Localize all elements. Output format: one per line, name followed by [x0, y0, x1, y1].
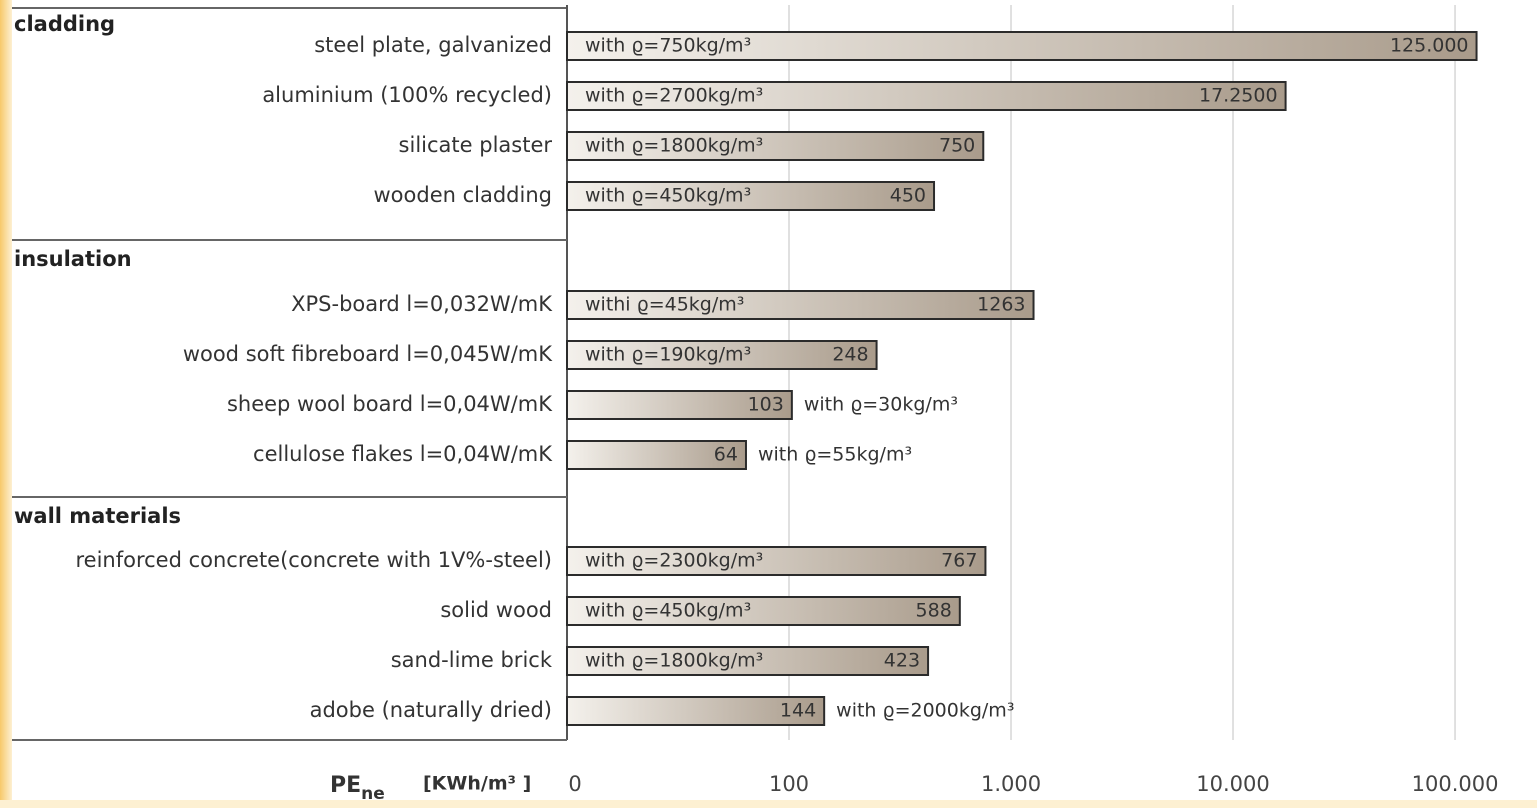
- bottom-strip: [0, 800, 1537, 808]
- value-label: 144: [780, 700, 816, 722]
- bar: [566, 546, 987, 576]
- category-label: sheep wool board l=0,04W/mK: [227, 392, 553, 416]
- bar-annotation: with ϱ=450kg/m³: [585, 185, 751, 207]
- bar: [566, 340, 878, 370]
- bar-annotation: with ϱ=750kg/m³: [585, 35, 751, 57]
- category-label: wooden cladding: [374, 183, 553, 207]
- category-label: solid wood: [440, 598, 552, 622]
- group-label: cladding: [14, 12, 115, 36]
- bar-annotation: with ϱ=1800kg/m³: [585, 135, 763, 157]
- x-label: PEne: [330, 773, 385, 804]
- bar: [566, 596, 961, 626]
- bar-annotation: with ϱ=2700kg/m³: [585, 85, 763, 107]
- x-label-unit: [KWh/m³ ]: [423, 773, 531, 795]
- x-axis-label: PEne [KWh/m³ ]: [330, 773, 531, 805]
- value-label: 103: [748, 394, 784, 416]
- value-label: 125.000: [1390, 35, 1469, 57]
- bar: [566, 81, 1287, 111]
- bar-annotation: with ϱ=450kg/m³: [585, 600, 751, 622]
- value-label: 588: [916, 600, 952, 622]
- group-label: wall materials: [14, 504, 181, 528]
- bar: [566, 31, 1478, 61]
- category-label: XPS-board l=0,032W/mK: [291, 292, 553, 316]
- x-tick-label: 100: [769, 772, 809, 796]
- value-label: 17.2500: [1199, 85, 1278, 107]
- category-label: adobe (naturally dried): [310, 698, 552, 722]
- bar-annotation: with ϱ=190kg/m³: [585, 344, 751, 366]
- x-tick-label: 10.000: [1196, 772, 1269, 796]
- x-label-sub: ne: [361, 784, 385, 804]
- bar-annotation: with ϱ=2300kg/m³: [585, 550, 763, 572]
- group-label: insulation: [14, 247, 132, 271]
- bar: [566, 290, 1035, 320]
- bar-annotation: withi ϱ=45kg/m³: [585, 294, 744, 316]
- value-label: 750: [939, 135, 975, 157]
- category-label: reinforced concrete(concrete with 1V%-st…: [75, 548, 552, 572]
- bar: [566, 440, 747, 470]
- x-label-main: PE: [330, 773, 361, 798]
- category-label: cellulose flakes l=0,04W/mK: [253, 442, 553, 466]
- category-label: silicate plaster: [399, 133, 553, 157]
- value-label: 423: [884, 650, 920, 672]
- category-label: sand-lime brick: [391, 648, 553, 672]
- bar: [566, 131, 985, 161]
- value-label: 450: [890, 185, 926, 207]
- bar: [566, 390, 793, 420]
- bar-annotation: with ϱ=55kg/m³: [758, 444, 912, 466]
- edge-strip: [0, 0, 12, 808]
- x-tick-label: 100.000: [1412, 772, 1499, 796]
- bar: [566, 181, 936, 211]
- value-label: 1263: [977, 294, 1025, 316]
- bar: [566, 696, 826, 726]
- x-tick-label: 1.000: [981, 772, 1041, 796]
- value-label: 767: [941, 550, 977, 572]
- category-label: aluminium (100% recycled): [262, 83, 552, 107]
- value-label: 248: [832, 344, 868, 366]
- value-label: 64: [714, 444, 738, 466]
- bar-annotation: with ϱ=1800kg/m³: [585, 650, 763, 672]
- bar-annotation: with ϱ=30kg/m³: [804, 394, 958, 416]
- x-tick-label: 0: [568, 772, 581, 796]
- bar-annotation: with ϱ=2000kg/m³: [836, 700, 1014, 722]
- category-label: steel plate, galvanized: [314, 33, 552, 57]
- category-label: wood soft fibreboard l=0,045W/mK: [183, 342, 553, 366]
- bar: [566, 646, 930, 676]
